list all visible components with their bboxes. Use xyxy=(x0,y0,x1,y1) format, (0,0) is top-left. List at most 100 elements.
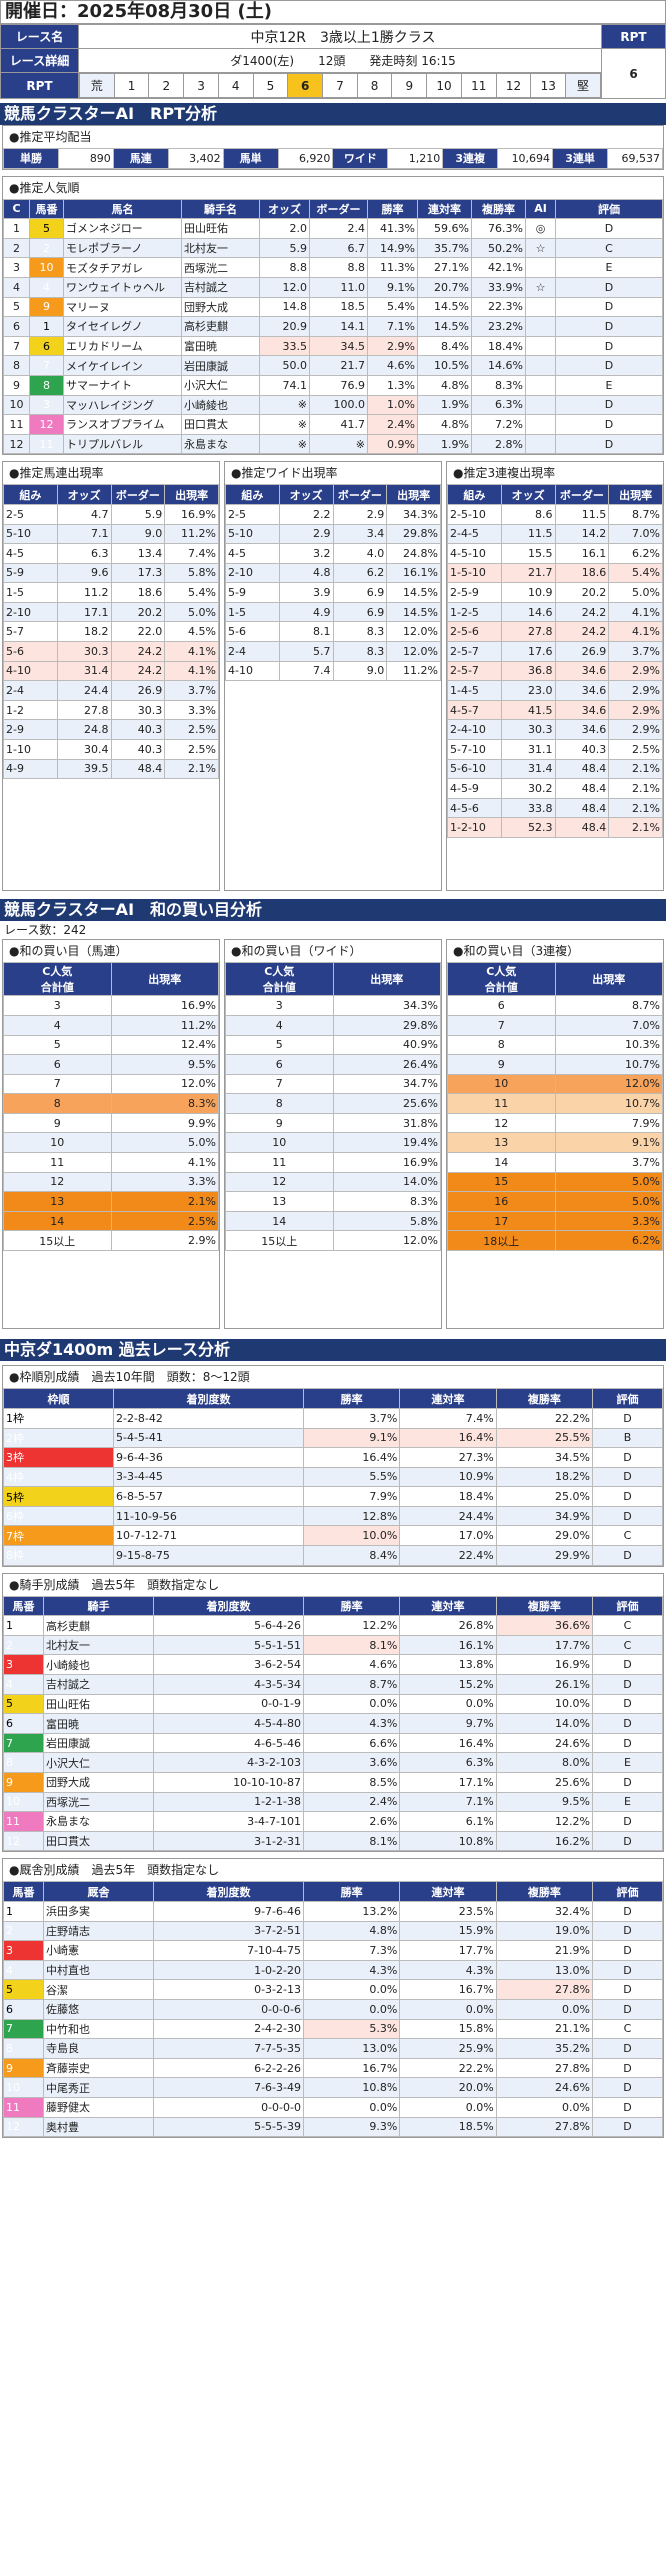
course-cell: 西塚洸二 xyxy=(43,1791,154,1813)
table-row: 7 12.0% xyxy=(3,1073,219,1095)
col-header: 馬番 xyxy=(3,1595,44,1617)
estimate-cell: 2.1% xyxy=(608,797,663,819)
table-row: 6 1 タイセイレグノ 高杉吏麒 20.9 14.1 7.1% 14.5% 23.2% D xyxy=(3,316,663,337)
course-cell: 9.5% xyxy=(495,1791,594,1813)
course-cell: 3-6-2-54 xyxy=(153,1654,304,1676)
estimate-cell: 11.5 xyxy=(554,503,610,525)
course-cell: 10-10-10-87 xyxy=(153,1772,304,1793)
course-cell: D xyxy=(592,1505,663,1527)
popularity-cell: 8.8 xyxy=(309,257,368,278)
popularity-cell: メイケイレイン xyxy=(63,355,182,376)
course-cell: D xyxy=(592,1654,663,1676)
table-row: 1 浜田多実 9-7-6-46 13.2% 23.5% 32.4% D xyxy=(3,1900,663,1922)
estimate-cell: 24.2 xyxy=(554,601,610,623)
estimate-cell: 14.2 xyxy=(554,523,610,545)
popularity-cell: ※ xyxy=(309,433,368,455)
popularity-cell: 12 xyxy=(29,414,64,435)
table-row: 5-10 2.9 3.4 29.8% xyxy=(225,523,441,545)
course-cell: 佐藤悠 xyxy=(43,1998,154,2020)
course-cell: E xyxy=(592,1752,663,1773)
race-name: 中京12R 3歳以上1勝クラス xyxy=(78,24,602,49)
course-cell: 岩田康誠 xyxy=(43,1732,154,1754)
course-cell: 8.5% xyxy=(302,1772,401,1793)
popularity-cell: 22.3% xyxy=(471,296,526,318)
popularity-cell: 14.6% xyxy=(471,355,526,376)
estimate-cell: 24.8 xyxy=(56,719,112,741)
wa-cell: 3.7% xyxy=(554,1152,663,1173)
popularity-cell xyxy=(525,374,556,396)
table-row: 4 4 ワンウェイトゥヘル 吉村誠之 12.0 11.0 9.1% 20.7% 33.9% ☆ D xyxy=(3,276,663,298)
wa-umaren-title: ●和の買い目（馬連） xyxy=(9,944,128,959)
table-row: 12 田口貫太 3-1-2-31 8.1% 10.8% 16.2% D xyxy=(3,1830,663,1852)
table-row: 1-5 11.2 18.6 5.4% xyxy=(3,582,219,603)
course-cell: 永島まな xyxy=(43,1811,154,1832)
popularity-cell: 33.5 xyxy=(259,335,310,357)
table-row: 9 8 サマーナイト 小沢大仁 74.1 76.9 1.3% 4.8% 8.3% E xyxy=(3,374,663,396)
course-cell: 4-5-4-80 xyxy=(153,1713,304,1734)
estimate-cell: 2-4-10 xyxy=(447,719,502,741)
wa-wide-title: ●和の買い目（ワイド） xyxy=(231,944,362,959)
course-cell: D xyxy=(592,2116,663,2138)
course-cell: 北村友一 xyxy=(43,1634,154,1656)
estimate-cell: 14.5% xyxy=(386,601,441,623)
popularity-cell: 23.2% xyxy=(471,316,526,337)
col-header: C人気 合計値 xyxy=(3,962,112,997)
popularity-cell: 1.0% xyxy=(367,394,418,416)
course-cell: 6枠 xyxy=(3,1505,114,1527)
wa-cell: 10 xyxy=(447,1073,556,1095)
course-cell: C xyxy=(592,1525,663,1547)
popularity-cell: 9 xyxy=(29,296,64,318)
estimate-cell: 2-5-10 xyxy=(447,503,502,525)
estimate-cell: 20.2 xyxy=(554,582,610,603)
estimate-cell: 40.3 xyxy=(554,739,610,760)
wa-cell: 14 xyxy=(225,1210,334,1232)
course-cell: 11 xyxy=(3,1811,44,1832)
col-header: 複勝率 xyxy=(495,1595,594,1617)
course-cell: 17.0% xyxy=(399,1525,497,1547)
wa-cell: 2.5% xyxy=(110,1210,219,1232)
course-cell: 5.5% xyxy=(302,1466,401,1488)
wa-cell: 12 xyxy=(225,1171,334,1193)
popularity-box: ●推定人気順 C 馬番 馬名 騎手名 オッズ ボーダー 勝率 連対率 複勝率 AI 評価 1 5 ゴメンネ… xyxy=(2,175,664,456)
popularity-cell: 5.4% xyxy=(367,296,418,318)
estimate-cell: 24.2 xyxy=(110,641,166,662)
rpt-scale-cell: 6 xyxy=(287,73,324,98)
course-cell: 5-5-5-39 xyxy=(153,2116,304,2138)
wa-cell: 17 xyxy=(447,1210,556,1232)
wa-cell: 11.2% xyxy=(110,1014,219,1036)
estimate-cell: 7.1 xyxy=(56,523,112,545)
table-row: 5 9 マリーヌ 団野大成 14.8 18.5 5.4% 14.5% 22.3% D xyxy=(3,296,663,318)
course-cell: 0.0% xyxy=(302,1998,401,2020)
course-cell: 16.4% xyxy=(399,1427,497,1449)
estimate-cell: 8.3 xyxy=(332,641,388,662)
course-cell: 16.7% xyxy=(399,1979,497,2000)
estimate-cell: 6.2% xyxy=(608,543,663,564)
popularity-cell: 小沢大仁 xyxy=(181,374,260,396)
wa-cell: 5 xyxy=(225,1034,334,1056)
table-row: 14 3.7% xyxy=(447,1152,663,1173)
wa-cell: 12 xyxy=(447,1112,556,1134)
col-header: 連対率 xyxy=(399,1881,497,1902)
course-cell: 2.6% xyxy=(302,1811,401,1832)
course-cell: 17.7% xyxy=(495,1634,594,1656)
course-cell: 2 xyxy=(3,1634,44,1656)
course-cell: 小沢大仁 xyxy=(43,1752,154,1773)
estimate-cell: 16.1 xyxy=(554,543,610,564)
course-cell: 21.9% xyxy=(495,1940,594,1961)
section-rpt-header: 競馬クラスターAI RPT分析 xyxy=(0,103,666,125)
popularity-cell xyxy=(525,257,556,278)
popularity-cell: 8.4% xyxy=(417,335,472,357)
course-cell: 7 xyxy=(3,2018,44,2040)
estimate-cell: 3.7% xyxy=(608,641,663,662)
col-header: 出現率 xyxy=(164,484,219,505)
popularity-cell: 1 xyxy=(29,316,64,337)
popularity-cell: 4.8% xyxy=(417,414,472,435)
estimate-cell: 5.0% xyxy=(164,601,219,623)
course-cell: D xyxy=(592,1407,663,1429)
popularity-cell: D xyxy=(555,414,663,435)
course-cell: 34.5% xyxy=(495,1447,594,1468)
table-row: 2 2 モレポブラーノ 北村友一 5.9 6.7 14.9% 35.7% 50.2% ☆ C xyxy=(3,237,663,259)
wa-cell: 15以上 xyxy=(3,1230,112,1252)
course-cell: 16.2% xyxy=(495,1830,594,1852)
popularity-cell: 50.2% xyxy=(471,237,526,259)
